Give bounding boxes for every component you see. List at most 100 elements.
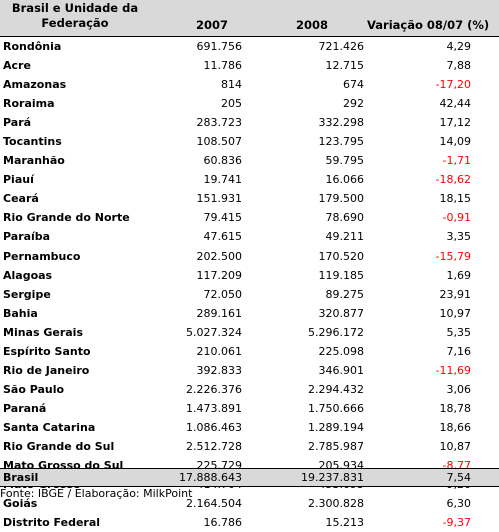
row-name: Minas Gerais [3, 325, 84, 339]
header-region-line1: Brasil e Unidade da [11, 1, 139, 15]
row-value-2008: 2.294.432 [308, 382, 364, 396]
row-value-2007: 5.027.324 [186, 325, 242, 339]
total-2007: 17.888.643 [179, 471, 242, 484]
header-2008: 2008 [296, 18, 329, 32]
row-variation: 1,69 [446, 268, 472, 282]
row-value-2008: 179.500 [318, 192, 365, 206]
row-name: Pará [3, 116, 32, 130]
row-name: Ceará [3, 192, 39, 206]
table-row: Bahia 289.161 320.877 10,97 [0, 304, 499, 323]
row-value-2008: 721.426 [318, 40, 365, 53]
row-value-2007: 2.226.376 [186, 382, 242, 396]
row-variation: 17,12 [439, 116, 472, 130]
row-value-2008: 346.901 [318, 363, 365, 377]
row-variation: 3,35 [446, 230, 472, 244]
row-name: Rio Grande do Norte [3, 211, 130, 225]
row-name: Tocantins [3, 135, 62, 149]
row-value-2007: 79.415 [203, 211, 243, 225]
table-row: Rondônia 691.756 721.426 4,29 [0, 37, 499, 56]
row-value-2007: 1.473.891 [186, 401, 242, 415]
table-row: Rio Grande do Norte 79.415 78.690 -0,91 [0, 208, 499, 227]
row-value-2007: 2.512.728 [186, 439, 242, 453]
row-value-2007: 205 [221, 97, 242, 111]
row-variation: -17,20 [435, 78, 471, 92]
row-value-2007: 60.836 [203, 154, 243, 168]
table-body: Rondônia 691.756 721.426 4,29 Acre 11.786 12.7… [0, 37, 499, 532]
row-value-2007: 151.931 [196, 192, 243, 206]
total-variation: 7,54 [446, 471, 472, 484]
row-value-2008: 2.300.828 [308, 497, 364, 511]
row-name: Rio de Janeiro [3, 363, 90, 377]
row-variation: 7,16 [446, 344, 472, 358]
row-variation: 14,09 [439, 135, 472, 149]
row-value-2008: 123.795 [318, 135, 365, 149]
row-name: Pernambuco [3, 249, 81, 263]
row-name: Maranhão [3, 154, 65, 168]
row-value-2008: 59.795 [325, 154, 365, 168]
row-value-2007: 2.164.504 [186, 497, 242, 511]
table-header: Brasil e Unidade da Federação 2007 2008 … [0, 0, 499, 36]
row-variation: 18,78 [439, 401, 472, 415]
total-divider-bottom [0, 486, 499, 487]
table-row: Ceará 151.931 179.500 18,15 [0, 189, 499, 208]
row-value-2008: 332.298 [318, 116, 365, 130]
row-variation: -0,91 [442, 211, 471, 225]
table-row: Pará 283.723 332.298 17,12 [0, 113, 499, 132]
row-name: Rio Grande do Sul [3, 439, 115, 453]
row-name: Piauí [3, 173, 34, 187]
total-name: Brasil [3, 471, 39, 484]
row-variation: -15,79 [435, 249, 471, 263]
row-value-2007: 392.833 [196, 363, 243, 377]
row-value-2007: 1.086.463 [186, 420, 242, 434]
table-row: Pernambuco 202.500 170.520 -15,79 [0, 247, 499, 266]
row-name: Rondônia [3, 40, 62, 53]
row-variation: 5,35 [446, 325, 472, 339]
row-value-2007: 814 [221, 78, 242, 92]
table-row: Espírito Santo 210.061 225.098 7,16 [0, 342, 499, 361]
table-row: Paraná 1.473.891 1.750.666 18,78 [0, 399, 499, 418]
table-row: Tocantins 108.507 123.795 14,09 [0, 132, 499, 151]
row-variation: 18,66 [439, 420, 472, 434]
row-value-2008: 78.690 [325, 211, 365, 225]
table-row: São Paulo 2.226.376 2.294.432 3,06 [0, 380, 499, 399]
row-variation: -9,37 [442, 516, 471, 530]
table-row: Sergipe 72.050 89.275 23,91 [0, 285, 499, 304]
header-2007: 2007 [196, 18, 229, 32]
header-variation: Variação 08/07 (%) [367, 18, 490, 32]
row-name: Santa Catarina [3, 420, 96, 434]
table-row: Minas Gerais 5.027.324 5.296.172 5,35 [0, 323, 499, 342]
row-value-2008: 2.785.987 [308, 439, 364, 453]
row-variation: -11,69 [435, 363, 471, 377]
row-value-2007: 19.741 [203, 173, 243, 187]
row-name: Acre [3, 59, 31, 73]
table-row: Distrito Federal 16.786 15.213 -9,37 [0, 513, 499, 532]
row-variation: 3,06 [446, 382, 472, 396]
row-value-2007: 202.500 [196, 249, 243, 263]
row-variation: -18,62 [435, 173, 471, 187]
row-value-2007: 11.786 [203, 59, 243, 73]
table-row: Santa Catarina 1.086.463 1.289.194 18,66 [0, 418, 499, 437]
table-row: Piauí 19.741 16.066 -18,62 [0, 170, 499, 189]
row-variation: -1,71 [442, 154, 471, 168]
row-value-2007: 47.615 [203, 230, 243, 244]
row-name: Roraima [3, 97, 55, 111]
table-row: Roraima 205 292 42,44 [0, 94, 499, 113]
row-value-2008: 15.213 [325, 516, 365, 530]
table-row: Amazonas 814 674 -17,20 [0, 75, 499, 94]
row-value-2008: 225.098 [318, 344, 365, 358]
row-name: Paraíba [3, 230, 51, 244]
row-value-2008: 1.289.194 [308, 420, 364, 434]
row-variation: 10,87 [439, 439, 472, 453]
row-variation: 4,29 [446, 40, 472, 53]
header-region-line2: Federação [41, 16, 109, 30]
row-value-2007: 283.723 [196, 116, 243, 130]
row-value-2008: 5.296.172 [308, 325, 364, 339]
row-value-2008: 119.185 [318, 268, 365, 282]
row-value-2008: 292 [343, 97, 364, 111]
row-name: Alagoas [3, 268, 53, 282]
total-2008: 19.237.831 [301, 471, 364, 484]
row-value-2008: 49.211 [325, 230, 365, 244]
total-divider-top [0, 468, 499, 469]
row-name: Sergipe [3, 287, 51, 301]
